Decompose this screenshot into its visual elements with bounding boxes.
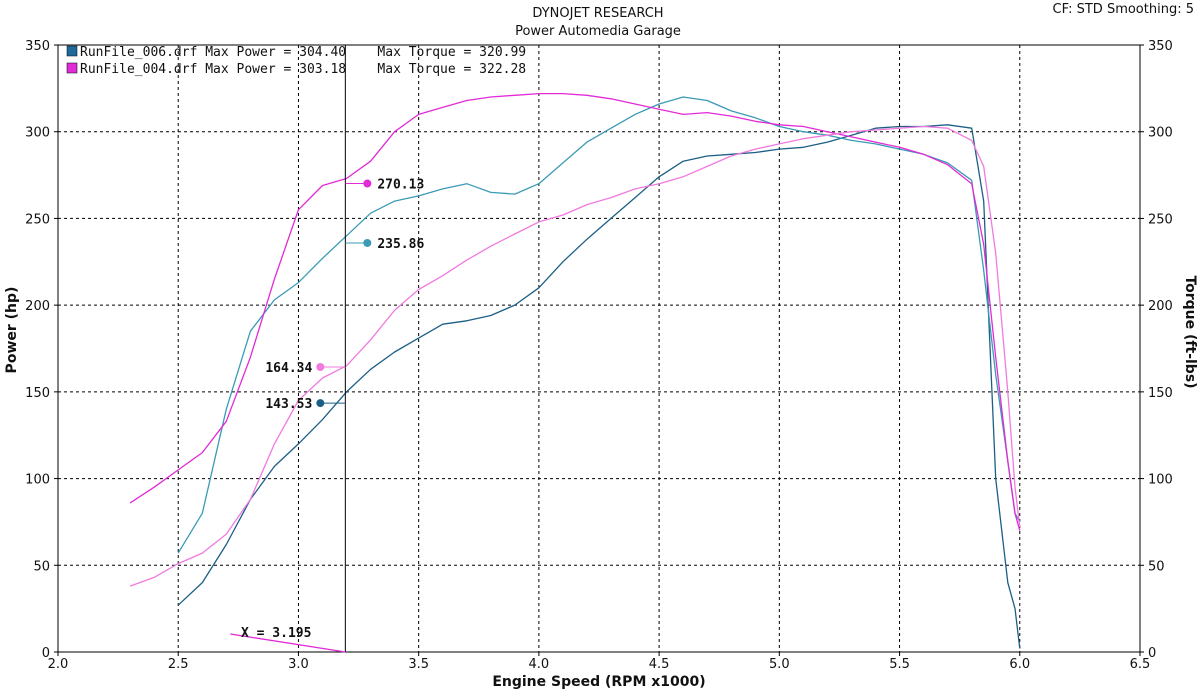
- y-tick-label-left: 100: [25, 473, 50, 488]
- x-tick-label: 3.0: [288, 657, 309, 672]
- y-tick-label-left: 350: [25, 39, 50, 54]
- marker-label: 164.34: [265, 361, 312, 376]
- x-tick-label: 2.0: [48, 657, 69, 672]
- x-tick-label: 4.0: [529, 657, 550, 672]
- marker-dot: [316, 362, 325, 371]
- cursor-group: X = 3.195: [230, 45, 346, 653]
- plot-frame: [57, 44, 1141, 653]
- marker-label: 143.53: [265, 397, 312, 412]
- marker-label: 270.13: [377, 178, 424, 193]
- series-line-r006-torque: [177, 96, 1021, 554]
- y-tick-label-left: 0: [42, 646, 50, 661]
- chart-subtitle: Power Automedia Garage: [515, 24, 681, 39]
- x-tick-label: 3.5: [408, 657, 429, 672]
- x-tick-label: 6.5: [1130, 657, 1151, 672]
- cursor-readout: X = 3.195: [241, 626, 311, 641]
- x-axis-ticks: 2.0 2.5 3.0 3.5 4.0 4.5 5.0 5.5 6.0 6.5: [48, 652, 1151, 672]
- y-tick-label-right: 350: [1148, 39, 1173, 54]
- x-tick-label: 2.5: [168, 657, 189, 672]
- marker-label: 235.86: [377, 237, 424, 252]
- legend-swatch-runfile-006: [66, 45, 78, 57]
- markers-group: 270.13 235.86 164.34 143.53: [265, 178, 424, 413]
- series-line-r006-power: [177, 124, 1021, 649]
- y-tick-label-left: 50: [33, 559, 50, 574]
- marker-dot: [363, 238, 372, 247]
- series-group: [129, 92, 1021, 649]
- y-tick-label-right: 300: [1148, 126, 1173, 141]
- legend-entry-runfile-004: RunFile_004.drf Max Power = 303.18 Max T…: [80, 62, 526, 77]
- x-axis-label: Engine Speed (RPM x1000): [492, 674, 705, 690]
- marker-dot: [316, 399, 325, 408]
- y-axis-right-ticks: 0 50 100 150 200 250 300 350: [1140, 39, 1173, 661]
- chart-title: DYNOJET RESEARCH: [532, 6, 663, 21]
- y-tick-label-left: 250: [25, 212, 50, 227]
- grid: [58, 45, 1140, 652]
- x-tick-label: 5.5: [889, 657, 910, 672]
- y-axis-right-label: Torque (ft-lbs): [1182, 275, 1198, 388]
- y-tick-label-left: 200: [25, 299, 50, 314]
- legend: RunFile_006.drf Max Power = 304.40 Max T…: [66, 45, 526, 77]
- legend-swatch-runfile-004: [66, 62, 78, 74]
- marker-dot: [363, 179, 372, 188]
- y-tick-label-left: 150: [25, 386, 50, 401]
- y-tick-label-right: 100: [1148, 473, 1173, 488]
- x-tick-label: 5.0: [769, 657, 790, 672]
- y-tick-label-right: 50: [1148, 559, 1165, 574]
- y-axis-left-label: Power (hp): [4, 287, 20, 374]
- series-line-r004-torque: [129, 92, 1021, 531]
- x-tick-label: 4.5: [649, 657, 670, 672]
- y-axis-left-ticks: 0 50 100 150 200 250 300 350: [25, 39, 58, 661]
- cursor-pointer: [230, 633, 346, 653]
- legend-entry-runfile-006: RunFile_006.drf Max Power = 304.40 Max T…: [80, 45, 526, 60]
- y-tick-label-left: 300: [25, 126, 50, 141]
- y-tick-label-right: 250: [1148, 212, 1173, 227]
- y-tick-label-right: 200: [1148, 299, 1173, 314]
- y-tick-label-right: 150: [1148, 386, 1173, 401]
- y-tick-label-right: 0: [1148, 646, 1156, 661]
- x-tick-label: 6.0: [1009, 657, 1030, 672]
- correction-info: CF: STD Smoothing: 5: [1053, 2, 1194, 17]
- series-line-r004-power: [129, 125, 1021, 587]
